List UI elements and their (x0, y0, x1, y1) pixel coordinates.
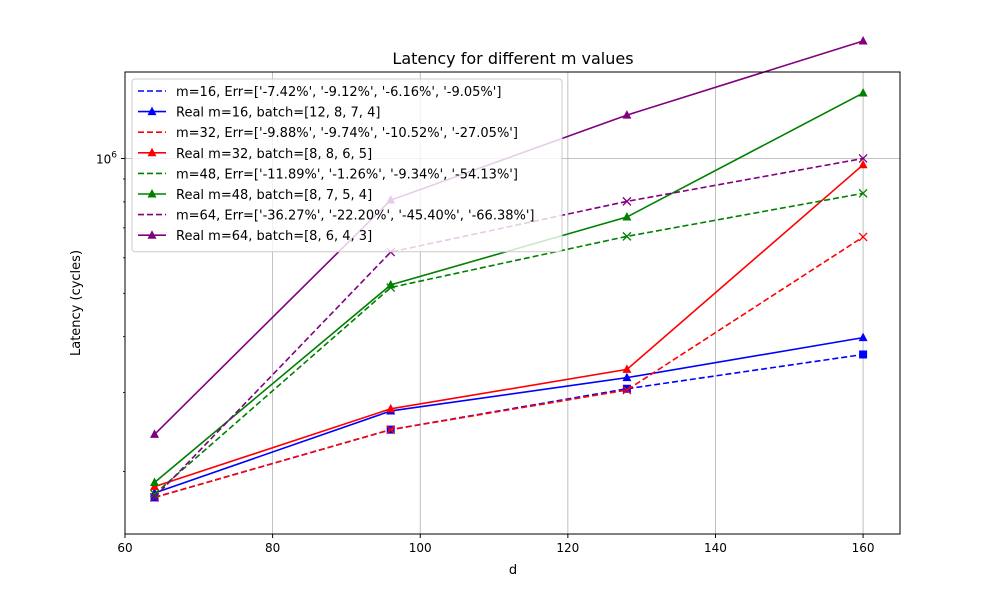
legend-label: m=48, Err=['-11.89%', '-1.26%', '-9.34%'… (176, 167, 518, 182)
data-point (622, 384, 631, 393)
series-1 (150, 332, 868, 497)
legend-label: m=32, Err=['-9.88%', '-9.74%', '-10.52%'… (176, 126, 518, 141)
legend-label: Real m=64, batch=[8, 6, 4, 3] (176, 229, 372, 244)
series-line (154, 353, 864, 499)
legend-label: Real m=48, batch=[8, 7, 5, 4] (176, 188, 372, 203)
data-point (386, 403, 396, 413)
legend-label: Real m=32, batch=[8, 8, 6, 5] (176, 147, 372, 162)
ticks: 60 80 100 120 140 160 106 (96, 150, 875, 555)
data-point (858, 188, 868, 198)
x-axis-label: d (509, 563, 517, 578)
legend-box (131, 78, 563, 253)
data-point (386, 425, 396, 435)
legend-entry: Real m=32, batch=[8, 8, 6, 5] (138, 147, 372, 162)
y-tick-label: 106 (96, 150, 117, 166)
data-point (150, 492, 159, 502)
data-point (622, 196, 632, 206)
series-4 (150, 188, 868, 499)
legend: m=16, Err=['-7.42%', '-9.12%', '-6.16%',… (131, 78, 563, 253)
legend-label: m=64, Err=['-36.27%', '-22.20%', '-45.40… (176, 209, 535, 224)
data-point (858, 332, 868, 342)
data-point (150, 477, 160, 486)
legend-entry: m=48, Err=['-11.89%', '-1.26%', '-9.34%'… (138, 167, 518, 182)
data-point (858, 35, 868, 45)
legend-marker (147, 147, 157, 157)
legend-marker (147, 189, 157, 198)
legend-entry: Real m=16, batch=[12, 8, 7, 4] (138, 106, 380, 121)
series-line (153, 192, 864, 495)
series-2 (150, 232, 868, 502)
data-point (622, 385, 632, 395)
data-point (858, 154, 868, 163)
x-tick-label: 60 (117, 541, 132, 555)
legend-marker (147, 106, 157, 116)
legend-label: Real m=16, batch=[12, 8, 7, 4] (176, 106, 380, 121)
data-point (622, 364, 632, 373)
chart-title: Latency for different m values (392, 49, 633, 68)
data-point (622, 372, 632, 382)
data-point (622, 231, 632, 241)
x-tick-label: 100 (409, 541, 432, 555)
legend-entry: Real m=64, batch=[8, 6, 4, 3] (138, 229, 372, 244)
legend-entry: Real m=48, batch=[8, 7, 5, 4] (138, 188, 372, 203)
data-point (150, 429, 160, 438)
data-point (858, 232, 868, 242)
data-point (622, 110, 632, 119)
x-tick-label: 120 (556, 541, 579, 555)
legend-label: m=16, Err=['-7.42%', '-9.12%', '-6.16%',… (176, 85, 501, 100)
x-tick-label: 80 (265, 541, 280, 555)
series-line (154, 164, 864, 488)
x-tick-label: 160 (852, 541, 875, 555)
legend-entry: m=16, Err=['-7.42%', '-9.12%', '-6.16%',… (138, 85, 501, 100)
series-line (154, 336, 864, 494)
legend-marker (147, 230, 157, 239)
series-0 (150, 350, 868, 502)
legend-entry: m=32, Err=['-9.88%', '-9.74%', '-10.52%'… (138, 126, 518, 141)
plot-frame (124, 71, 901, 535)
data-point (858, 88, 868, 97)
legend-entry: m=64, Err=['-36.27%', '-22.20%', '-45.40… (138, 209, 535, 224)
y-axis-label: Latency (cycles) (69, 250, 84, 356)
data-point (859, 350, 868, 359)
data-point (622, 212, 632, 221)
series-line (154, 236, 864, 499)
data-point (386, 279, 396, 289)
x-tick-label: 140 (704, 541, 727, 555)
data-point (858, 159, 868, 169)
data-point (150, 489, 159, 499)
